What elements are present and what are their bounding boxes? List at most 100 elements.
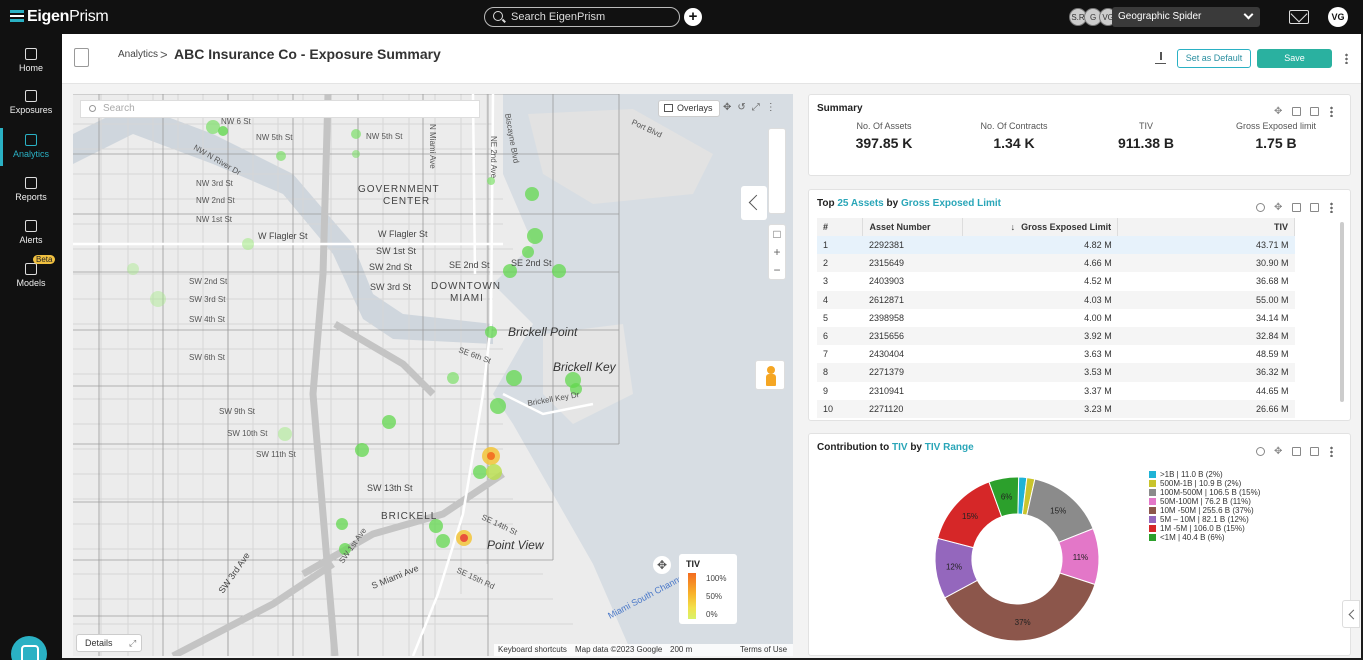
map-label-district: BRICKELL xyxy=(381,511,437,522)
nav-analytics[interactable]: Analytics xyxy=(0,128,62,174)
nav-reports[interactable]: Reports xyxy=(0,177,62,217)
map-label-street: SW 13th St xyxy=(367,483,413,493)
expand-icon[interactable] xyxy=(1310,107,1319,116)
legend-move-icon[interactable]: ✥ xyxy=(653,556,671,574)
download-icon[interactable] xyxy=(1292,107,1301,116)
zoom-out-icon[interactable]: − xyxy=(773,263,781,277)
legend-item[interactable]: 100M-500M | 106.5 B (15%) xyxy=(1149,488,1260,497)
overlays-button[interactable]: Overlays xyxy=(658,100,720,117)
zoom-in-icon[interactable]: + xyxy=(773,245,781,259)
measure-selector[interactable]: TIV xyxy=(891,442,908,453)
column-header-asset-number[interactable]: Asset Number xyxy=(862,218,964,236)
move-icon[interactable]: ✥ xyxy=(1274,106,1283,117)
map-toolbar[interactable]: ✥↺⤢⋮ xyxy=(723,102,782,113)
mail-icon[interactable] xyxy=(1289,10,1309,24)
dimension-selector[interactable]: TIV Range xyxy=(924,442,974,453)
collaborator-avatars[interactable]: S.R G VG xyxy=(1069,8,1118,26)
more-options-icon[interactable] xyxy=(1330,106,1333,117)
move-icon[interactable]: ✥ xyxy=(1274,446,1283,457)
chart-type-icon[interactable] xyxy=(1256,447,1265,456)
download-icon[interactable] xyxy=(1155,52,1166,64)
terms-link[interactable]: Terms of Use xyxy=(740,645,788,654)
map-base xyxy=(73,94,793,656)
nav-alerts[interactable]: Alerts xyxy=(0,220,62,260)
column-header-gross-exposed-limit[interactable]: ↓ Gross Exposed Limit xyxy=(962,218,1119,236)
save-button[interactable]: Save xyxy=(1257,49,1332,68)
map-draw-tools[interactable] xyxy=(768,128,786,214)
table-row[interactable]: 3 2403903 4.52 M 36.68 M xyxy=(817,272,1295,290)
table-row[interactable]: 4 2612871 4.03 M 55.00 M xyxy=(817,290,1295,309)
cell-gel: 4.52 M xyxy=(1084,276,1112,287)
table-header-row: # Asset Number ↓ Gross Exposed Limit TIV xyxy=(817,218,1295,236)
layers-icon xyxy=(664,104,673,112)
top-assets-title: Top 25 Assets by Gross Exposed Limit xyxy=(817,198,1001,209)
map-zoom-controls[interactable]: □ + − xyxy=(768,224,786,280)
table-row[interactable]: 9 2310941 3.37 M 44.65 M xyxy=(817,382,1295,400)
table-row[interactable]: 2 2315649 4.66 M 30.90 M xyxy=(817,254,1295,273)
more-options-icon[interactable] xyxy=(1330,202,1333,213)
table-row[interactable]: 7 2430404 3.63 M 48.59 M xyxy=(817,345,1295,363)
cell-rank: 1 xyxy=(817,236,863,255)
column-header-rank[interactable]: # xyxy=(817,218,864,236)
title-by: by xyxy=(910,442,922,453)
table-row[interactable]: 10 2271120 3.23 M 26.66 M xyxy=(817,399,1295,418)
chat-assistant-button[interactable] xyxy=(11,636,47,660)
more-options-icon[interactable] xyxy=(1330,446,1333,457)
expand-icon[interactable] xyxy=(1310,447,1319,456)
previous-panel-button[interactable] xyxy=(741,186,767,220)
metric-value: 1.75 B xyxy=(1255,135,1297,151)
download-icon[interactable] xyxy=(1292,203,1301,212)
street-view-pegman-icon[interactable] xyxy=(755,360,785,390)
add-button[interactable]: + xyxy=(684,8,702,26)
chart-type-icon[interactable] xyxy=(1256,203,1265,212)
global-search-input[interactable]: Search EigenPrism xyxy=(484,7,680,27)
move-icon[interactable]: ✥ xyxy=(723,102,738,113)
expand-icon[interactable]: ⤢ xyxy=(751,102,766,113)
user-avatar[interactable]: VG xyxy=(1328,7,1348,27)
map-search-input[interactable]: Search xyxy=(80,100,480,118)
table-scrollbar[interactable] xyxy=(1340,222,1344,402)
legend-item[interactable]: 5M – 10M | 82.1 B (12%) xyxy=(1149,515,1260,524)
donut-slice[interactable] xyxy=(988,476,1020,518)
measure-selector[interactable]: Gross Exposed Limit xyxy=(900,198,1001,209)
legend-item[interactable]: <1M | 40.4 B (6%) xyxy=(1149,533,1260,542)
set-as-default-button[interactable]: Set as Default xyxy=(1177,49,1251,68)
lock-icon[interactable]: □ xyxy=(773,227,781,241)
table-row[interactable]: 1 2292381 4.82 M 43.71 M xyxy=(817,236,1295,255)
count-selector[interactable]: 25 xyxy=(837,198,849,209)
more-options-icon[interactable] xyxy=(1345,53,1348,64)
details-button[interactable]: Details ⤢ xyxy=(76,634,142,652)
table-row[interactable]: 8 2271379 3.53 M 36.32 M xyxy=(817,363,1295,382)
keyboard-shortcuts-link[interactable]: Keyboard shortcuts xyxy=(498,645,567,654)
reset-icon[interactable]: ↺ xyxy=(737,102,752,113)
donut-slice[interactable] xyxy=(944,572,1096,642)
tiv-range-donut-chart[interactable]: 15% 11% 37% 12% 15% 6% xyxy=(917,464,1117,654)
entity-selector[interactable]: Assets xyxy=(850,198,884,209)
legend-item[interactable]: 500M-1B | 10.9 B (2%) xyxy=(1149,479,1260,488)
map-label-district: MIAMI xyxy=(450,293,484,304)
more-options-icon[interactable]: ⋮ xyxy=(765,102,782,113)
nav-models[interactable]: Models Beta xyxy=(0,255,62,303)
nav-home[interactable]: Home xyxy=(0,48,62,88)
legend-item[interactable]: 10M -50M | 255.6 B (37%) xyxy=(1149,506,1260,515)
table-row[interactable]: 5 2398958 4.00 M 34.14 M xyxy=(817,309,1295,327)
legend-item[interactable]: >1B | 11.0 B (2%) xyxy=(1149,470,1260,479)
breadcrumb[interactable]: Analytics xyxy=(118,49,159,60)
cell-tiv: 48.59 M xyxy=(1255,349,1289,360)
move-icon[interactable]: ✥ xyxy=(1274,202,1283,213)
column-header-tiv[interactable]: TIV xyxy=(1117,218,1295,236)
workspace-dropdown[interactable]: Geographic Spider xyxy=(1112,7,1260,27)
map-label-district: GOVERNMENT xyxy=(358,184,440,195)
download-icon[interactable] xyxy=(1292,447,1301,456)
exposure-map[interactable]: GOVERNMENT CENTER DOWNTOWN MIAMI BRICKEL… xyxy=(73,94,793,656)
summary-title: Summary xyxy=(817,103,863,114)
legend-item[interactable]: 50M-100M | 76.2 B (11%) xyxy=(1149,497,1260,506)
table-row[interactable]: 6 2315656 3.92 M 32.84 M xyxy=(817,326,1295,346)
map-label-street: SW 3rd St xyxy=(189,295,226,304)
map-data-credit: Map data ©2023 Google xyxy=(575,645,663,654)
legend-item[interactable]: 1M -5M | 106.0 B (15%) xyxy=(1149,524,1260,533)
nav-exposures[interactable]: Exposures xyxy=(0,90,62,130)
app-logo[interactable]: EigenPrism xyxy=(10,8,109,26)
expand-icon[interactable] xyxy=(1310,203,1319,212)
collapse-panel-button[interactable] xyxy=(1342,600,1360,628)
